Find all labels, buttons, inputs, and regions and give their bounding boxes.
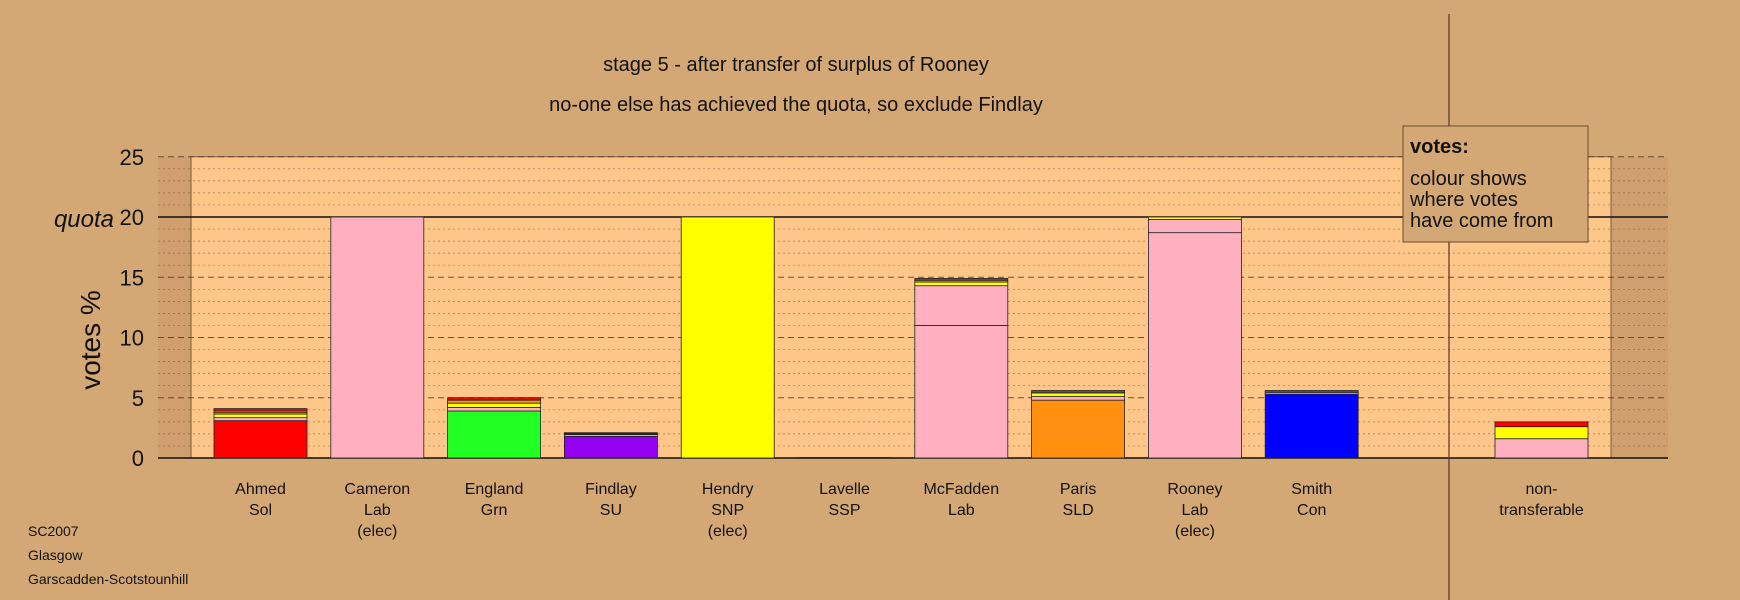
legend-line-3: have come from xyxy=(1410,210,1553,232)
bar-segment xyxy=(1031,396,1125,401)
bar-rooney xyxy=(1148,216,1242,459)
candidate-name: England xyxy=(465,481,524,498)
bar-findlay xyxy=(564,432,658,459)
legend-title: votes: xyxy=(1410,136,1469,158)
candidate-name: Cameron xyxy=(344,481,410,498)
plot-area xyxy=(190,156,1612,459)
candidate-labels: Ahmed Sol Cameron Lab (elec) England Grn Findla… xyxy=(235,481,1584,540)
bar-cameron xyxy=(330,216,425,459)
bar-segment xyxy=(447,399,542,404)
candidate-party: SLD xyxy=(1063,502,1094,519)
bar-segment xyxy=(914,281,1009,287)
bar-segment xyxy=(447,402,542,408)
bar-segment xyxy=(1148,216,1242,220)
bar-segment xyxy=(1148,232,1242,459)
bars xyxy=(213,216,1589,459)
candidate-name: Smith xyxy=(1291,481,1332,498)
bar-smith xyxy=(1264,390,1359,459)
bar-segment xyxy=(1494,438,1589,459)
candidate-name: Findlay xyxy=(585,481,637,498)
candidate-name: Ahmed xyxy=(235,481,286,498)
y-axis-label: votes % xyxy=(75,290,106,390)
candidate-party: Lab xyxy=(1182,502,1209,519)
bar-mcfadden xyxy=(914,278,1009,459)
legend: votes: colour shows where votes have com… xyxy=(1402,125,1589,243)
footer: SC2007 Glasgow Garscadden-Scotstounhill xyxy=(28,523,188,587)
chart-title: stage 5 - after transfer of surplus of R… xyxy=(603,54,989,76)
candidate-name: Lavelle xyxy=(819,481,870,498)
candidate-name: non- xyxy=(1525,481,1557,498)
footer-election: SC2007 xyxy=(28,523,79,539)
bar-segment xyxy=(797,456,892,459)
y-tick-label: 5 xyxy=(132,386,144,411)
legend-line-2: where votes xyxy=(1409,189,1518,211)
candidate-status: (elec) xyxy=(708,523,748,540)
bar-segment xyxy=(914,278,1009,281)
candidate-name: McFadden xyxy=(924,481,1000,498)
candidate-party: Lab xyxy=(364,502,391,519)
bar-segment xyxy=(914,325,1009,459)
candidate-party: SU xyxy=(600,502,622,519)
bar-segment xyxy=(1031,392,1125,397)
bar-segment xyxy=(213,413,308,419)
bar-non xyxy=(1494,421,1589,459)
footer-council: Glasgow xyxy=(28,547,83,563)
footer-ward: Garscadden-Scotstounhill xyxy=(28,571,188,587)
y-tick-label: 15 xyxy=(120,265,144,290)
bar-segment xyxy=(1494,426,1589,440)
y-tick-label: 25 xyxy=(120,145,144,170)
candidate-status: (elec) xyxy=(1175,523,1215,540)
bar-lavelle xyxy=(797,456,892,459)
candidate-party: SNP xyxy=(711,502,744,519)
bar-segment xyxy=(447,406,542,412)
y-tick-label: 0 xyxy=(132,446,144,471)
bar-segment xyxy=(447,410,542,459)
candidate-party: transferable xyxy=(1499,502,1584,519)
bar-segment xyxy=(213,420,308,459)
legend-line-1: colour shows xyxy=(1410,168,1527,190)
chart-subtitle: no-one else has achieved the quota, so e… xyxy=(549,94,1043,116)
bar-hendry xyxy=(680,216,775,459)
bar-ahmed xyxy=(213,408,308,459)
bar-segment xyxy=(564,435,658,459)
bar-paris xyxy=(1031,390,1125,459)
bar-segment xyxy=(447,397,542,401)
bar-segment xyxy=(213,408,308,412)
candidate-party: Grn xyxy=(481,502,508,519)
bar-segment xyxy=(1031,399,1125,459)
candidate-name: Rooney xyxy=(1167,481,1222,498)
y-tick-label: 20 xyxy=(120,205,144,230)
candidate-party: Lab xyxy=(948,502,975,519)
y-axis: 0 5 10 15 20 25 xyxy=(120,145,144,471)
bar-segment xyxy=(330,216,425,459)
bar-segment xyxy=(1264,393,1359,459)
quota-label: quota xyxy=(54,206,114,233)
candidate-party: Sol xyxy=(249,502,272,519)
bar-segment xyxy=(914,285,1009,326)
bar-segment xyxy=(1148,219,1242,234)
bar-segment xyxy=(1031,390,1125,394)
legend-box xyxy=(1402,125,1589,243)
bar-england xyxy=(447,397,542,459)
candidate-status: (elec) xyxy=(357,523,397,540)
candidate-party: SSP xyxy=(828,502,860,519)
bar-segment xyxy=(213,417,308,422)
candidate-name: Paris xyxy=(1060,481,1096,498)
candidate-party: Con xyxy=(1297,502,1326,519)
bar-segment xyxy=(564,432,658,435)
bar-segment xyxy=(1494,421,1589,428)
candidate-name: Hendry xyxy=(702,481,754,498)
bar-segment xyxy=(680,216,775,459)
y-tick-label: 10 xyxy=(120,326,144,351)
bar-segment xyxy=(1264,390,1359,393)
